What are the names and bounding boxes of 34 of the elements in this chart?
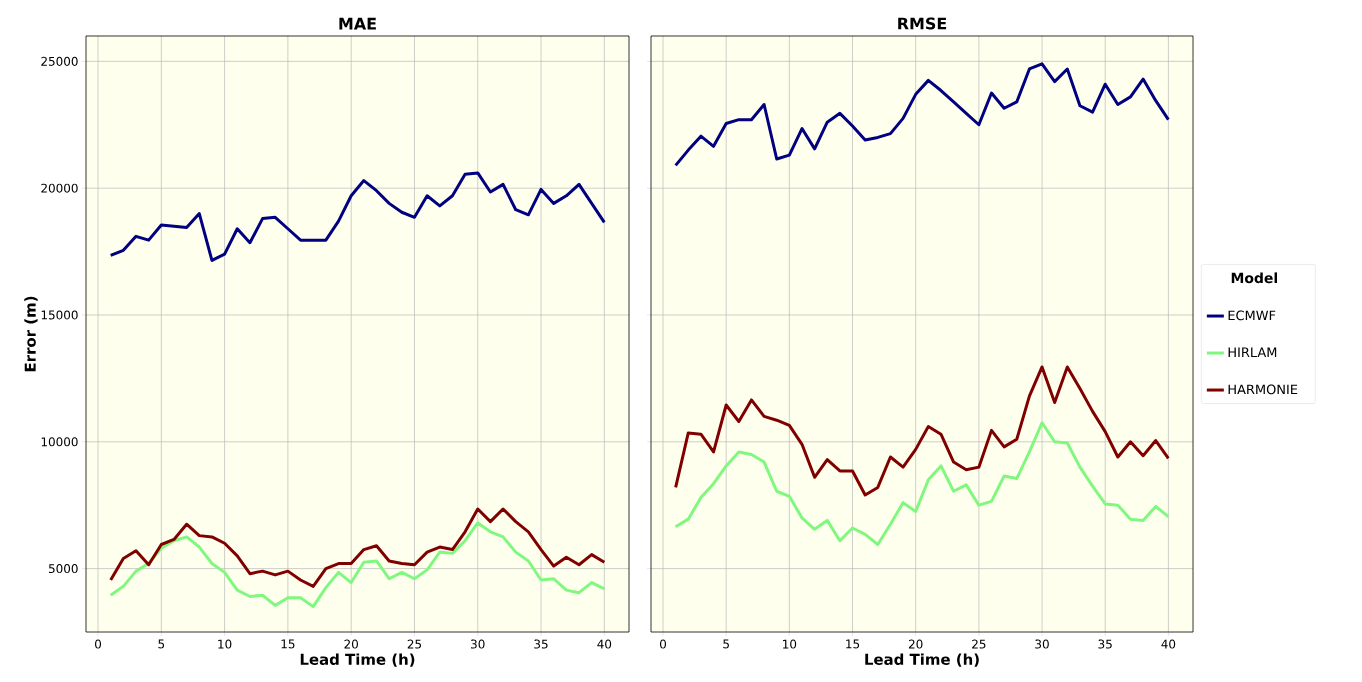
x-tick-label: 20 — [908, 639, 923, 649]
x-tick-label: 0 — [95, 639, 102, 649]
x-axis-title: Lead Time (h) — [300, 653, 415, 667]
x-tick-label: 20 — [344, 639, 358, 649]
chart-title: RMSE — [898, 17, 947, 30]
x-tick-label: 25 — [972, 639, 986, 649]
x-tick-label: 10 — [783, 639, 797, 649]
x-tick-label: 40 — [1161, 639, 1176, 649]
legend-label: ECMWF — [1228, 310, 1276, 321]
x-tick-label: 40 — [597, 639, 612, 649]
legend-label: HARMONIE — [1228, 384, 1298, 395]
y-tick-label: 10000 — [41, 437, 78, 447]
x-tick-label: 0 — [659, 639, 667, 649]
legend-title: Model — [1231, 272, 1277, 284]
y-axis-title: Error (m) — [24, 296, 38, 372]
y-tick-label: 20000 — [41, 183, 78, 193]
y-tick-label: 5000 — [48, 564, 78, 574]
line-series — [109, 521, 606, 609]
x-tick-label: 10 — [218, 639, 232, 649]
legend-label: HIRLAM — [1228, 347, 1277, 358]
x-tick-label: 15 — [281, 639, 295, 649]
x-tick-label: 30 — [1035, 639, 1049, 649]
x-tick-label: 15 — [846, 639, 860, 649]
x-tick-label: 30 — [471, 639, 485, 649]
line-series — [109, 507, 606, 588]
chart-title: MAE — [339, 17, 376, 30]
x-tick-label: 25 — [407, 639, 422, 649]
y-tick-label: 15000 — [41, 310, 78, 320]
x-axis-title: Lead Time (h) — [865, 653, 979, 667]
y-tick-label: 25000 — [41, 56, 78, 66]
x-tick-label: 5 — [158, 639, 165, 649]
x-tick-label: 35 — [1098, 639, 1112, 649]
x-tick-label: 35 — [534, 639, 548, 649]
x-tick-label: 5 — [723, 639, 729, 649]
